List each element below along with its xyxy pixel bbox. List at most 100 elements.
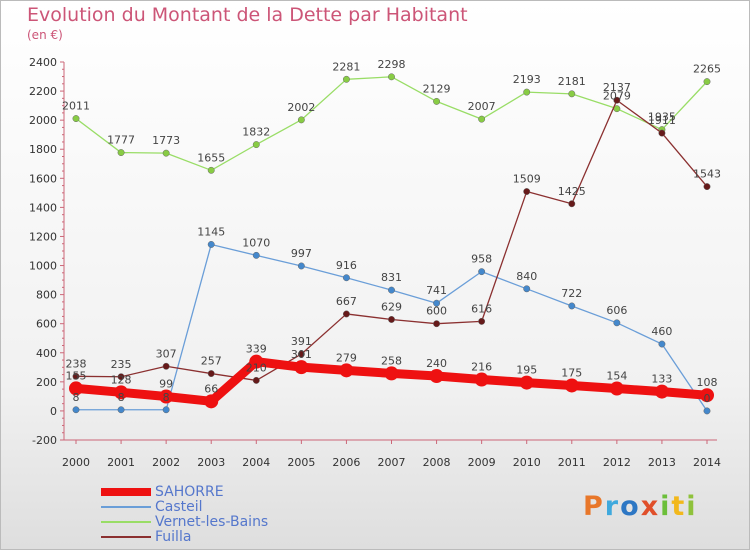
data-point (519, 375, 534, 390)
data-point (162, 406, 170, 414)
data-label: 2137 (603, 81, 631, 94)
data-point (568, 200, 576, 208)
data-point (433, 320, 441, 328)
data-point (72, 406, 80, 414)
logo-letter: P (583, 491, 605, 522)
data-point (342, 75, 350, 83)
x-tick-label: 2001 (107, 456, 135, 469)
data-label: 175 (561, 366, 582, 379)
data-point (613, 319, 621, 327)
data-label: 2193 (513, 73, 541, 86)
data-point (114, 385, 129, 400)
chart-subtitle: (en €) (27, 28, 63, 42)
x-tick-label: 2003 (197, 456, 225, 469)
data-point (609, 381, 624, 396)
legend-swatch-sahorre (101, 488, 151, 496)
data-label: 301 (291, 348, 312, 361)
data-point (388, 286, 395, 294)
data-point (703, 407, 711, 415)
data-label: 616 (471, 302, 492, 315)
data-label: 195 (516, 364, 537, 377)
data-point (658, 129, 666, 137)
data-point (69, 381, 83, 396)
data-label: 1773 (152, 134, 180, 147)
data-point (433, 299, 441, 307)
data-point (478, 317, 486, 325)
data-point (523, 188, 531, 195)
data-point (433, 97, 441, 105)
y-tick-label: 1600 (29, 172, 57, 185)
data-point (429, 369, 444, 384)
y-tick-label: 1800 (29, 143, 57, 156)
data-label: 155 (66, 369, 87, 382)
data-label: 258 (381, 354, 402, 367)
data-label: 606 (606, 304, 627, 317)
data-label: 840 (516, 270, 537, 283)
data-label: 210 (246, 361, 267, 374)
data-label: 916 (336, 259, 357, 272)
data-label: 460 (651, 325, 672, 338)
data-point (207, 241, 215, 248)
data-point (159, 389, 174, 404)
data-label: 2129 (423, 82, 451, 95)
data-label: 2079 (603, 90, 631, 103)
data-point (72, 372, 80, 380)
logo-letter: o (620, 491, 641, 522)
legend-swatch-vernet-les-bains (101, 521, 151, 523)
data-point (342, 274, 350, 282)
data-point (568, 90, 576, 98)
data-label: 339 (246, 343, 267, 356)
proxiti-logo: Proxiti (583, 491, 698, 522)
data-point (252, 251, 260, 259)
y-tick-label: 2400 (29, 56, 57, 69)
x-tick-label: 2009 (468, 456, 496, 469)
y-tick-label: 1000 (29, 260, 57, 273)
x-tick-label: 2005 (287, 456, 315, 469)
data-point (703, 183, 711, 191)
logo-letter: r (604, 491, 621, 522)
data-label: 99 (159, 378, 173, 391)
data-label: 741 (426, 284, 447, 297)
data-label: 1935 (648, 111, 676, 124)
data-point (204, 394, 219, 409)
legend-label-fuilla: Fuilla (155, 529, 192, 545)
data-point (564, 378, 579, 393)
data-label: 2265 (693, 63, 721, 76)
data-point (297, 262, 305, 270)
data-label: 257 (201, 355, 222, 368)
data-point (72, 115, 80, 123)
legend-label-casteil: Casteil (155, 499, 203, 515)
data-point (613, 96, 621, 104)
data-point (297, 350, 305, 358)
data-point (342, 310, 350, 318)
data-point (388, 73, 395, 81)
data-point (252, 141, 260, 149)
data-point (523, 285, 531, 293)
chart-title: Evolution du Montant de la Dette par Hab… (27, 4, 468, 26)
y-tick-label: 1200 (29, 230, 57, 243)
legend-swatch-casteil (101, 506, 151, 508)
data-point (297, 116, 305, 124)
data-label: 238 (66, 357, 87, 370)
data-point (252, 376, 260, 384)
data-label: 235 (111, 358, 132, 371)
x-tick-label: 2002 (152, 456, 180, 469)
legend-label-vernet-les-bains: Vernet-les-Bains (155, 514, 269, 530)
x-tick-label: 2014 (693, 456, 721, 469)
data-point (207, 166, 215, 174)
data-label: 8 (163, 391, 170, 404)
data-point (478, 115, 486, 123)
y-tick-label: 2200 (29, 85, 57, 98)
y-tick-label: -200 (32, 434, 57, 447)
data-point (523, 88, 531, 96)
data-label: 216 (471, 361, 492, 374)
data-point (474, 372, 489, 387)
x-tick-label: 2010 (513, 456, 541, 469)
data-label: 279 (336, 351, 357, 364)
data-label: 958 (471, 253, 492, 266)
y-tick-label: 800 (36, 289, 57, 302)
data-label: 1425 (558, 185, 586, 198)
data-label: 629 (381, 300, 402, 313)
